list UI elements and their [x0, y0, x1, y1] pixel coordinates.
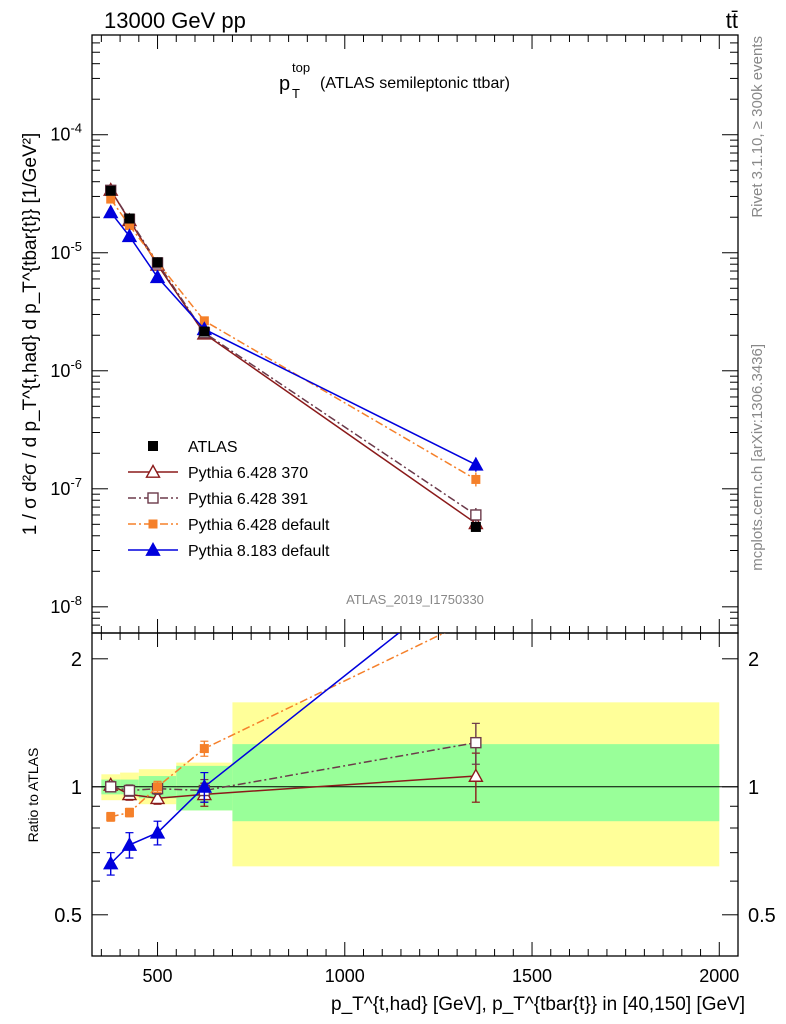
legend-label: Pythia 6.428 391 — [188, 491, 308, 508]
ratio-series-point — [121, 836, 138, 851]
main-series-point — [149, 269, 166, 284]
x-tick-label: 1500 — [512, 966, 552, 986]
ratio-series-point — [124, 808, 134, 818]
x-tick-label: 1000 — [325, 966, 365, 986]
ratio-panel-marks — [103, 566, 484, 876]
main-series-point — [121, 228, 138, 243]
main-series-point — [103, 204, 119, 219]
ratio-series-point — [103, 855, 119, 870]
process-label: tt̄ — [726, 8, 738, 33]
ratio-panel-frame — [91, 632, 739, 957]
x-tick-label: 2000 — [699, 966, 739, 986]
chart-title-sub: T — [292, 86, 300, 101]
y-tick-label-ratio-right: 0.5 — [748, 905, 776, 927]
legend-marker — [145, 464, 161, 478]
y-tick-label-ratio: 2 — [71, 649, 82, 671]
y-tick-label-ratio-right: 2 — [748, 649, 759, 671]
legend-marker — [148, 441, 158, 451]
ratio-series-point — [469, 566, 482, 578]
main-series-point — [106, 194, 116, 204]
x-tick-label: 500 — [143, 966, 173, 986]
y-axis-title-ratio: Ratio to ATLAS — [25, 748, 41, 843]
main-series-point — [470, 509, 482, 521]
data-point — [152, 257, 163, 268]
y-tick-label-main: 10-6 — [50, 357, 82, 381]
main-panel-marks — [103, 182, 484, 532]
ratio-series-point — [196, 778, 213, 793]
legend-label: ATLAS — [188, 439, 238, 456]
ratio-series-line — [110, 741, 476, 792]
main-series-point — [471, 474, 481, 484]
chart-title-p: p — [279, 73, 290, 95]
legend-label: Pythia 8.183 default — [188, 543, 330, 560]
legend-marker — [147, 492, 159, 504]
ratio-series-point — [149, 790, 166, 805]
x-axis-title: p_T^{t,had} [GeV], p_T^{tbar{t}} in [40,… — [331, 994, 745, 1015]
energy-label: 13000 GeV pp — [104, 8, 246, 33]
mcplots-label: mcplots.cern.ch [arXiv:1306.3436] — [749, 344, 766, 571]
legend-label: Pythia 6.428 default — [188, 517, 330, 534]
rivet-label: Rivet 3.1.10, ≥ 300k events — [749, 36, 766, 218]
ratio-series-point — [105, 781, 117, 793]
y-tick-label-main: 10-8 — [50, 593, 82, 617]
y-axis-title-main: 1 / σ d²σ / d p_T^{t,had} d p_T^{tbar{t}… — [20, 133, 41, 536]
y-tick-label-main: 10-4 — [50, 121, 82, 145]
ratio-series-point — [472, 614, 480, 622]
legend-marker — [148, 519, 158, 529]
chart-title-rest: (ATLAS semileptonic ttbar) — [320, 75, 510, 92]
data-point — [105, 185, 116, 196]
ratio-series-point — [468, 768, 484, 782]
ratio-series-point — [123, 784, 136, 797]
ratio-series-point — [149, 824, 166, 839]
ratio-series-point — [106, 812, 116, 822]
legend-label: Pythia 6.428 370 — [188, 465, 308, 482]
axes: 500 1000 1500 2000 10-8 10-7 10-6 10-5 10-4 0.5 0.… — [50, 34, 776, 986]
data-point — [124, 213, 135, 224]
ratio-bands — [92, 702, 738, 867]
y-tick-label-main: 10-7 — [50, 475, 82, 499]
ratio-series-point — [199, 744, 209, 754]
legend: ATLAS Pythia 6.428 370 Pythia 6.428 391 Pyt… — [128, 439, 330, 560]
analysis-id: ATLAS_2019_I1750330 — [346, 592, 484, 607]
data-point — [470, 521, 481, 532]
y-tick-label-ratio-right: 1 — [748, 777, 759, 799]
main-series-line — [110, 211, 477, 466]
y-tick-label-ratio: 0.5 — [54, 905, 82, 927]
legend-marker — [145, 542, 161, 556]
chart-title-sup: top — [292, 60, 310, 75]
ratio-series-point — [153, 782, 163, 792]
main-series-point — [468, 456, 484, 471]
data-point — [199, 326, 210, 337]
y-tick-label-ratio: 1 — [71, 777, 82, 799]
ratio-series-point — [470, 736, 482, 749]
ratio-series-line — [110, 633, 446, 818]
y-tick-label-main: 10-5 — [50, 239, 82, 263]
